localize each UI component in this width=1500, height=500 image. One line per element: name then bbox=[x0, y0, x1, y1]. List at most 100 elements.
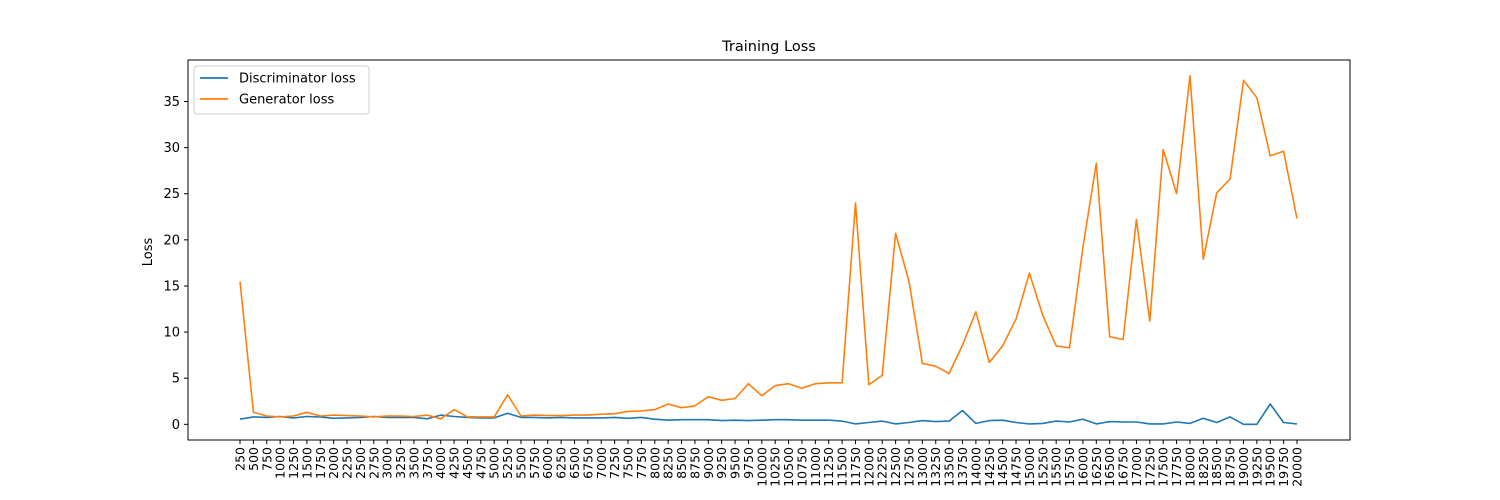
x-tick-label: 4750 bbox=[473, 447, 488, 479]
x-tick-label: 19250 bbox=[1249, 447, 1264, 487]
x-tick-label: 6500 bbox=[567, 447, 582, 479]
x-tick-label: 5250 bbox=[500, 447, 515, 479]
x-tick-label: 18750 bbox=[1223, 447, 1238, 487]
x-tick-label: 9000 bbox=[701, 447, 716, 479]
x-tick-label: 16500 bbox=[1102, 447, 1117, 487]
chart-title: Training Loss bbox=[721, 39, 816, 55]
x-tick-label: 5750 bbox=[527, 447, 542, 479]
y-tick-label: 35 bbox=[163, 95, 180, 110]
x-tick-label: 3250 bbox=[393, 447, 408, 479]
x-tick-label: 8750 bbox=[687, 447, 702, 479]
x-tick-label: 12750 bbox=[901, 447, 916, 487]
x-tick-label: 10250 bbox=[768, 447, 783, 487]
y-axis-label: Loss bbox=[141, 238, 156, 267]
x-tick-label: 18000 bbox=[1182, 447, 1197, 487]
x-tick-label: 13000 bbox=[915, 447, 930, 487]
x-tick-label: 11250 bbox=[821, 447, 836, 487]
x-tick-label: 15000 bbox=[1022, 447, 1037, 487]
x-tick-label: 4250 bbox=[447, 447, 462, 479]
x-tick-label: 17500 bbox=[1156, 447, 1171, 487]
y-tick-label: 10 bbox=[163, 326, 180, 341]
x-tick-label: 9750 bbox=[741, 447, 756, 479]
x-tick-label: 7000 bbox=[594, 447, 609, 479]
x-tick-label: 14500 bbox=[995, 447, 1010, 487]
x-tick-label: 11750 bbox=[848, 447, 863, 487]
x-tick-label: 17000 bbox=[1129, 447, 1144, 487]
x-tick-label: 12000 bbox=[861, 447, 876, 487]
x-tick-label: 8250 bbox=[661, 447, 676, 479]
x-tick-label: 7250 bbox=[607, 447, 622, 479]
x-tick-label: 16250 bbox=[1089, 447, 1104, 487]
x-tick-label: 10000 bbox=[754, 447, 769, 487]
x-tick-label: 6750 bbox=[580, 447, 595, 479]
x-tick-label: 16000 bbox=[1075, 447, 1090, 487]
x-tick-label: 9500 bbox=[728, 447, 743, 479]
x-tick-label: 16750 bbox=[1116, 447, 1131, 487]
plot-area: 0510152025303525050075010001250150017502… bbox=[163, 59, 1351, 487]
plot-frame bbox=[187, 59, 1351, 441]
x-tick-label: 1500 bbox=[299, 447, 314, 479]
x-tick-label: 6000 bbox=[540, 447, 555, 479]
x-tick-label: 3750 bbox=[420, 447, 435, 479]
x-tick-label: 9250 bbox=[714, 447, 729, 479]
legend-box bbox=[193, 65, 370, 115]
x-tick-label: 250 bbox=[233, 447, 248, 471]
x-tick-label: 7750 bbox=[634, 447, 649, 479]
x-tick-label: 18250 bbox=[1196, 447, 1211, 487]
x-tick-label: 13500 bbox=[942, 447, 957, 487]
x-tick-label: 10750 bbox=[794, 447, 809, 487]
x-tick-label: 2250 bbox=[340, 447, 355, 479]
x-tick-label: 14000 bbox=[968, 447, 983, 487]
x-tick-label: 1000 bbox=[273, 447, 288, 479]
x-tick-label: 7500 bbox=[621, 447, 636, 479]
x-tick-label: 20000 bbox=[1290, 447, 1305, 487]
x-tick-label: 13750 bbox=[955, 447, 970, 487]
x-tick-label: 19750 bbox=[1276, 447, 1291, 487]
y-tick-label: 0 bbox=[172, 418, 180, 433]
x-tick-label: 17750 bbox=[1169, 447, 1184, 487]
x-tick-label: 15500 bbox=[1049, 447, 1064, 487]
x-tick-label: 19000 bbox=[1236, 447, 1251, 487]
x-tick-label: 12500 bbox=[888, 447, 903, 487]
x-tick-label: 17250 bbox=[1142, 447, 1157, 487]
y-tick-label: 20 bbox=[163, 233, 180, 248]
x-tick-label: 15750 bbox=[1062, 447, 1077, 487]
x-tick-label: 3000 bbox=[380, 447, 395, 479]
x-tick-label: 14250 bbox=[982, 447, 997, 487]
x-tick-label: 6250 bbox=[554, 447, 569, 479]
x-tick-label: 2750 bbox=[366, 447, 381, 479]
x-tick-label: 13250 bbox=[928, 447, 943, 487]
x-tick-label: 11000 bbox=[808, 447, 823, 487]
x-tick-label: 8000 bbox=[647, 447, 662, 479]
x-tick-label: 1750 bbox=[313, 447, 328, 479]
x-tick-label: 12250 bbox=[875, 447, 890, 487]
x-tick-label: 14750 bbox=[1009, 447, 1024, 487]
x-tick-label: 8500 bbox=[674, 447, 689, 479]
series-line-generator bbox=[239, 74, 1298, 420]
x-tick-label: 18500 bbox=[1209, 447, 1224, 487]
x-tick-label: 500 bbox=[246, 447, 261, 471]
x-tick-label: 4500 bbox=[460, 447, 475, 479]
x-tick-label: 3500 bbox=[406, 447, 421, 479]
x-tick-label: 1250 bbox=[286, 447, 301, 479]
x-tick-label: 4000 bbox=[433, 447, 448, 479]
y-tick-label: 5 bbox=[172, 372, 180, 387]
y-tick-label: 25 bbox=[163, 187, 180, 202]
legend: Discriminator loss Generator loss bbox=[193, 65, 370, 115]
y-tick-label: 15 bbox=[163, 279, 180, 294]
legend-label: Generator loss bbox=[239, 93, 334, 108]
x-tick-label: 5000 bbox=[487, 447, 502, 479]
legend-label: Discriminator loss bbox=[239, 72, 356, 87]
x-tick-label: 2500 bbox=[353, 447, 368, 479]
x-tick-label: 11500 bbox=[835, 447, 850, 487]
series-line-discriminator bbox=[239, 403, 1298, 426]
y-tick-label: 30 bbox=[163, 141, 180, 156]
x-tick-label: 19500 bbox=[1263, 447, 1278, 487]
x-tick-label: 5500 bbox=[513, 447, 528, 479]
x-tick-label: 10500 bbox=[781, 447, 796, 487]
x-tick-label: 750 bbox=[259, 447, 274, 471]
x-tick-label: 15250 bbox=[1035, 447, 1050, 487]
x-tick-label: 2000 bbox=[326, 447, 341, 479]
